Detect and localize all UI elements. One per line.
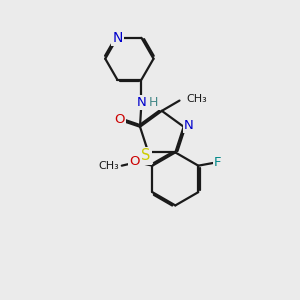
Text: CH₃: CH₃ — [99, 161, 119, 171]
Text: S: S — [141, 148, 151, 164]
Text: N: N — [136, 96, 146, 109]
Text: N: N — [184, 119, 194, 132]
Text: CH₃: CH₃ — [187, 94, 208, 104]
Text: H: H — [149, 95, 158, 109]
Text: N: N — [112, 31, 122, 45]
Text: O: O — [114, 113, 124, 126]
Text: F: F — [214, 156, 221, 169]
Text: O: O — [130, 155, 140, 168]
